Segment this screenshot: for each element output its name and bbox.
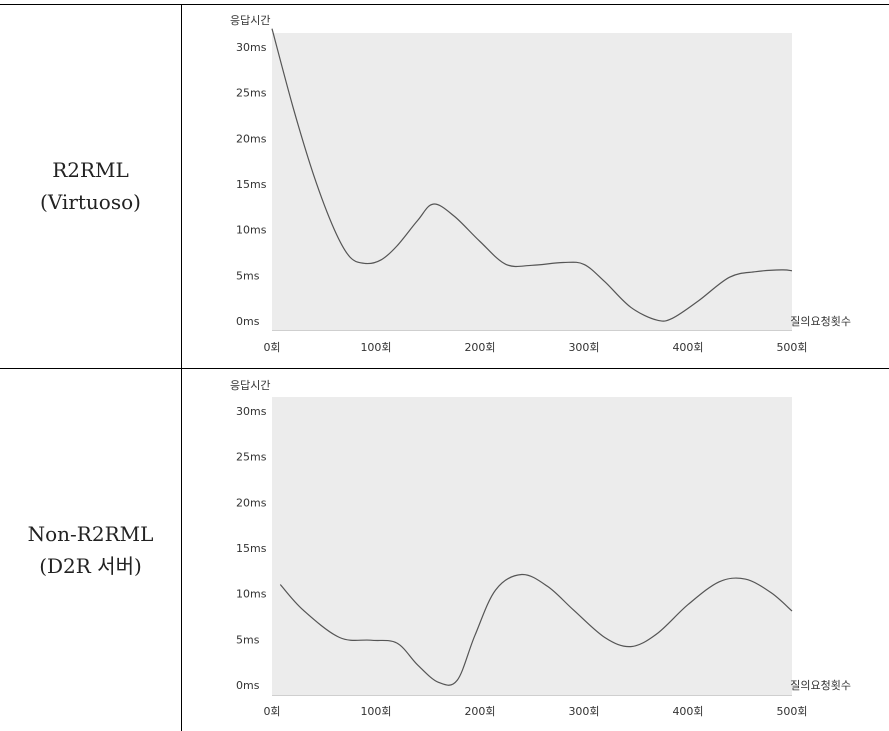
y-tick-label: 25ms xyxy=(236,451,267,464)
x-tick-label: 200회 xyxy=(464,341,495,354)
row-label-r2rml: R2RML (Virtuoso) xyxy=(0,154,181,218)
y-tick-label: 5ms xyxy=(236,269,260,282)
y-tick-label: 15ms xyxy=(236,178,267,191)
row-label-line2: (Virtuoso) xyxy=(40,190,141,214)
row-label-line1: R2RML xyxy=(52,158,129,182)
plot-background xyxy=(272,33,792,330)
y-tick-label: 5ms xyxy=(236,633,260,646)
x-axis-title: 질의요청횟수 xyxy=(790,315,851,328)
row-label-line2: (D2R 서버) xyxy=(39,554,142,578)
y-tick-label: 0ms xyxy=(236,679,260,692)
y-tick-label: 30ms xyxy=(236,405,267,418)
x-tick-label: 500회 xyxy=(776,705,807,718)
y-tick-label: 0ms xyxy=(236,315,260,328)
y-tick-label: 20ms xyxy=(236,132,267,145)
y-axis-title: 응답시간 xyxy=(230,379,270,392)
x-tick-label: 300회 xyxy=(568,705,599,718)
x-tick-label: 300회 xyxy=(568,341,599,354)
y-tick-label: 25ms xyxy=(236,87,267,100)
x-tick-label: 200회 xyxy=(464,705,495,718)
y-tick-label: 20ms xyxy=(236,496,267,509)
x-tick-label: 0회 xyxy=(263,705,280,718)
row-label-line1: Non-R2RML xyxy=(27,522,154,546)
row-label-non-r2rml: Non-R2RML (D2R 서버) xyxy=(0,518,181,582)
x-tick-label: 400회 xyxy=(672,341,703,354)
x-tick-label: 0회 xyxy=(263,341,280,354)
x-tick-label: 400회 xyxy=(672,705,703,718)
chart-non-r2rml: 응답시간 0ms 5ms 10ms 15ms 20ms 25ms 30ms 0회 100회 200회… xyxy=(230,379,851,718)
y-tick-label: 10ms xyxy=(236,588,267,601)
y-axis-title: 응답시간 xyxy=(230,14,270,27)
y-tick-label: 30ms xyxy=(236,41,267,54)
x-tick-label: 100회 xyxy=(360,705,391,718)
x-axis-title: 질의요청횟수 xyxy=(790,679,851,692)
chart-r2rml: 응답시간 0ms 5ms 10ms 15ms 20ms 25ms 30ms 0회 100회 200회… xyxy=(230,14,851,354)
plot-background xyxy=(272,397,792,695)
x-tick-label: 100회 xyxy=(360,341,391,354)
y-tick-label: 10ms xyxy=(236,224,267,237)
series-line xyxy=(279,573,793,686)
x-tick-label: 500회 xyxy=(776,341,807,354)
series-line xyxy=(271,28,793,322)
y-tick-label: 15ms xyxy=(236,542,267,555)
